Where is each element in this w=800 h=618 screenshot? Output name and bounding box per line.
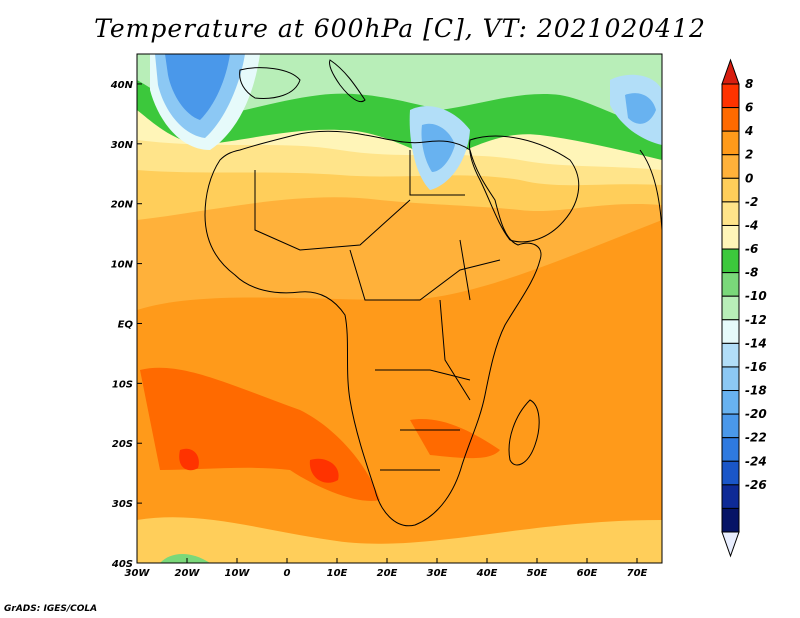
colorbar-swatch [721, 413, 740, 439]
colorbar-label: -16 [745, 360, 767, 374]
field-hot-spot-1 [179, 448, 199, 471]
colorbar-label: -12 [745, 313, 767, 327]
temperature-field [137, 54, 662, 563]
longitude-axis: 30W 20W 10W 0 10E 20E 30E 40E 50E 60E 70E [125, 558, 648, 579]
colorbar-label: 2 [745, 148, 753, 162]
india-coastline [639, 149, 662, 231]
iberia-coastline [239, 67, 301, 99]
colorbar-label: 0 [745, 171, 753, 185]
colorbar-label: -26 [745, 478, 767, 492]
lat-tick-label: 10N [111, 260, 134, 271]
madagascar-coastline [508, 399, 540, 466]
colorbar-label: -10 [745, 289, 767, 303]
map-title: Temperature at 600hPa [C], VT: 202102041… [94, 14, 706, 43]
field-hot-spot-2 [309, 458, 339, 483]
lon-tick-label: 0 [284, 568, 291, 579]
lon-tick-label: 10E [327, 568, 348, 579]
colorbar-label: -4 [745, 218, 758, 232]
italy-coastline [329, 59, 366, 103]
lat-tick-label: 30N [111, 140, 134, 151]
colorbar-swatch [721, 437, 740, 462]
colorbar-label: -18 [745, 384, 767, 398]
field-hot-east [410, 419, 500, 459]
colorbar-swatch [721, 248, 740, 274]
lon-tick-label: 40E [476, 568, 498, 579]
colorbar-top-arrow [721, 58, 740, 85]
colorbar-label: -20 [745, 407, 767, 421]
latitude-axis: 40N 30N 20N 10N EQ 10S 20S 30S 40S [110, 80, 142, 570]
colorbar-swatch [721, 484, 740, 509]
field-cold-atlantic-3 [165, 54, 230, 120]
colorbar-swatch [721, 107, 740, 132]
colorbar: 8 6 4 2 0 -2 -4 -6 -8 -10 -12 -14 -16 -18 -20 -22 -24 -26 [721, 58, 767, 558]
colorbar-swatch [721, 366, 740, 392]
colorbar-swatch [721, 177, 740, 203]
lon-tick-label: 20E [377, 568, 398, 579]
grads-credit: GrADS: IGES/COLA [4, 604, 98, 614]
colorbar-bottom-arrow [721, 531, 740, 558]
lon-tick-label: 10W [225, 568, 251, 579]
field-cold-ne-2 [625, 93, 656, 124]
colorbar-swatch [721, 154, 740, 179]
field-south-cool [137, 517, 662, 563]
lat-tick-label: 10S [112, 379, 133, 390]
field-cold-egypt-2 [421, 123, 455, 172]
field-cold-lightgreen [137, 54, 662, 130]
lat-tick-label: 20N [111, 200, 134, 211]
east-border [439, 239, 471, 401]
colorbar-label: -8 [745, 266, 758, 280]
colorbar-swatch [721, 224, 740, 250]
colorbar-swatch [721, 295, 740, 321]
colorbar-swatch [721, 390, 740, 415]
colorbar-swatch [721, 201, 740, 226]
colorbar-label: -2 [745, 195, 758, 209]
colorbar-swatch [721, 460, 740, 486]
plot-frame [136, 53, 663, 564]
colorbar-label: -22 [745, 431, 767, 445]
lat-tick-label: EQ [118, 319, 134, 330]
lon-tick-label: 30E [427, 568, 448, 579]
coastlines [204, 59, 662, 527]
lat-tick-label: 20S [112, 439, 133, 450]
lat-tick-label: 30S [112, 499, 133, 510]
central-border [349, 249, 501, 301]
nile-border [409, 150, 465, 196]
field-south-green [160, 553, 210, 563]
colorbar-swatch [721, 319, 740, 344]
colorbar-label: -6 [745, 242, 758, 256]
colorbar-swatch [721, 272, 740, 297]
colorbar-swatch [721, 83, 740, 109]
lat-tick-label: 40N [110, 80, 134, 91]
lon-tick-label: 20W [175, 568, 201, 579]
colorbar-swatch [721, 507, 740, 533]
africa-coastline [204, 130, 542, 527]
lon-tick-label: 60E [577, 568, 598, 579]
colorbar-swatch [721, 130, 740, 156]
colorbar-label: 6 [745, 101, 753, 115]
colorbar-label: 8 [745, 77, 753, 91]
colorbar-label: 4 [744, 124, 753, 138]
lat-tick-label: 40S [111, 559, 133, 570]
colorbar-label: -14 [745, 336, 767, 350]
colorbar-swatch [721, 342, 740, 368]
lon-tick-label: 70E [627, 568, 648, 579]
arabia-coastline [469, 135, 580, 243]
colorbar-label: -24 [745, 454, 767, 468]
lon-tick-label: 50E [527, 568, 548, 579]
field-warm-band [137, 220, 662, 563]
sahel-border [254, 170, 411, 251]
southern-border [375, 369, 471, 471]
lon-tick-label: 30W [125, 568, 151, 579]
